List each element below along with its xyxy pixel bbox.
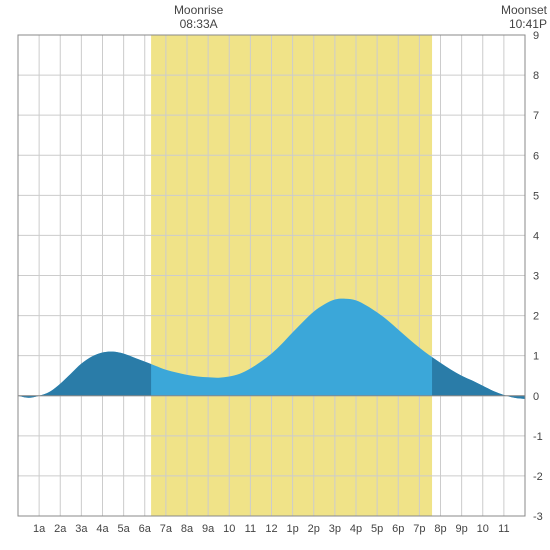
y-tick-label: -1	[533, 431, 543, 443]
y-tick-label: 1	[533, 351, 539, 363]
y-tick-label: 8	[533, 70, 539, 82]
x-tick-label: 2a	[54, 523, 67, 535]
tide-chart: -3-2-101234567891a2a3a4a5a6a7a8a9a101112…	[0, 0, 550, 550]
x-tick-label: 10	[223, 523, 235, 535]
x-tick-label: 1p	[287, 523, 299, 535]
y-tick-label: 4	[533, 230, 539, 242]
y-tick-label: 6	[533, 150, 539, 162]
x-tick-label: 6a	[139, 523, 152, 535]
x-tick-label: 11	[245, 523, 256, 535]
moonset-time: 10:41P	[509, 17, 547, 31]
x-tick-label: 7a	[160, 523, 173, 535]
y-tick-label: -3	[533, 511, 543, 523]
x-tick-label: 1a	[33, 523, 46, 535]
x-tick-label: 8a	[181, 523, 194, 535]
x-tick-label: 3p	[329, 523, 341, 535]
moonrise-label: Moonrise	[174, 3, 224, 17]
x-tick-label: 7p	[413, 523, 425, 535]
y-tick-label: 2	[533, 311, 539, 323]
moonrise-time: 08:33A	[180, 17, 218, 31]
x-tick-label: 10	[477, 523, 489, 535]
x-tick-label: 3a	[75, 523, 88, 535]
moonset-label: Moonset	[501, 3, 548, 17]
x-tick-label: 12	[265, 523, 277, 535]
x-tick-label: 9p	[456, 523, 468, 535]
x-tick-label: 11	[498, 523, 509, 535]
chart-svg: -3-2-101234567891a2a3a4a5a6a7a8a9a101112…	[0, 0, 550, 550]
y-tick-label: 0	[533, 391, 539, 403]
y-tick-label: 7	[533, 110, 539, 122]
y-tick-label: 3	[533, 271, 539, 283]
x-tick-label: 4p	[350, 523, 362, 535]
y-tick-label: 5	[533, 190, 539, 202]
x-tick-label: 5p	[371, 523, 383, 535]
x-tick-label: 8p	[434, 523, 446, 535]
x-tick-label: 5a	[118, 523, 131, 535]
y-tick-label: -2	[533, 471, 543, 483]
x-tick-label: 6p	[392, 523, 404, 535]
x-tick-label: 2p	[308, 523, 320, 535]
x-tick-label: 4a	[96, 523, 109, 535]
y-tick-label: 9	[533, 30, 539, 42]
x-tick-label: 9a	[202, 523, 215, 535]
